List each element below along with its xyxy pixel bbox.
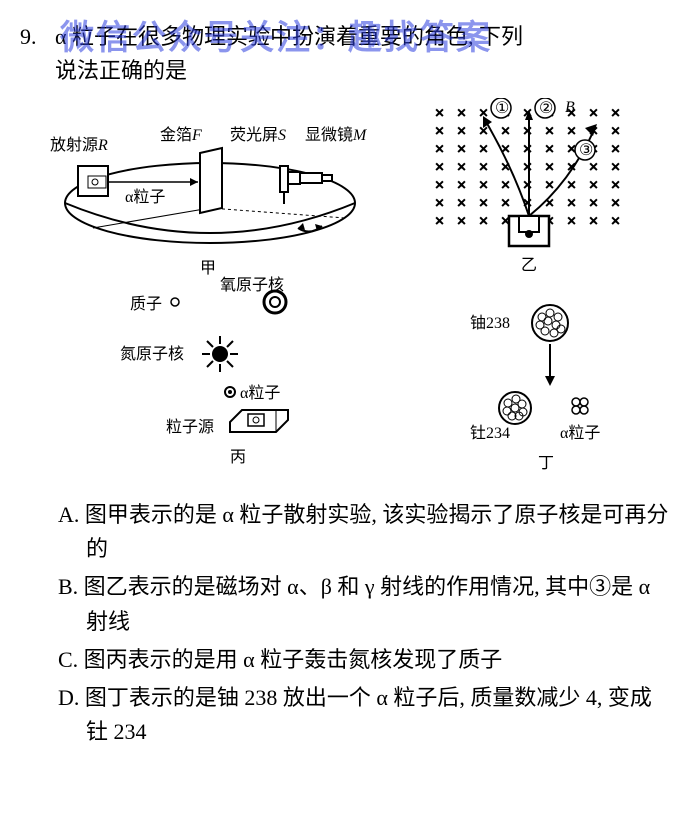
svg-text:丙: 丙 — [230, 449, 246, 466]
svg-text:×: × — [435, 105, 444, 122]
svg-text:×: × — [501, 141, 510, 158]
svg-text:粒子源: 粒子源 — [166, 418, 214, 436]
question-block: 9. 微信公众号关注：趣找答案 α 粒子在很多物理实验中扮演着重要的角色, 下列… — [30, 20, 670, 749]
svg-text:铀238: 铀238 — [470, 314, 510, 332]
svg-text:×: × — [589, 177, 598, 194]
svg-text:荧光屏S: 荧光屏S — [230, 126, 286, 144]
svg-text:氧原子核: 氧原子核 — [220, 276, 284, 294]
svg-text:×: × — [611, 177, 620, 194]
question-number: 9. — [20, 20, 37, 54]
figure-yi: ××××××××× ××××××××× ××××××××× ××××××××× … — [435, 98, 620, 274]
svg-text:×: × — [611, 105, 620, 122]
svg-text:×: × — [501, 195, 510, 212]
svg-text:①: ① — [495, 100, 509, 117]
svg-text:×: × — [589, 195, 598, 212]
svg-text:显微镜M: 显微镜M — [305, 125, 368, 144]
svg-text:×: × — [523, 141, 532, 158]
svg-text:α粒子: α粒子 — [125, 188, 165, 206]
svg-text:×: × — [435, 195, 444, 212]
svg-text:×: × — [589, 213, 598, 230]
svg-text:×: × — [523, 177, 532, 194]
svg-text:×: × — [457, 141, 466, 158]
svg-text:×: × — [435, 177, 444, 194]
svg-text:×: × — [611, 141, 620, 158]
svg-text:×: × — [457, 213, 466, 230]
option-b[interactable]: B. 图乙表示的是磁场对 α、β 和 γ 射线的作用情况, 其中③是 α 射线 — [86, 570, 670, 638]
svg-text:×: × — [545, 123, 554, 140]
svg-text:②: ② — [539, 100, 553, 117]
option-c[interactable]: C. 图丙表示的是用 α 粒子轰击氮核发现了质子 — [86, 643, 670, 677]
svg-text:×: × — [479, 141, 488, 158]
svg-text:×: × — [457, 195, 466, 212]
svg-text:×: × — [435, 213, 444, 230]
svg-text:×: × — [589, 105, 598, 122]
svg-text:×: × — [457, 123, 466, 140]
svg-text:×: × — [479, 159, 488, 176]
svg-text:×: × — [611, 159, 620, 176]
svg-text:×: × — [501, 123, 510, 140]
svg-text:α粒子: α粒子 — [240, 384, 280, 402]
svg-text:×: × — [545, 159, 554, 176]
svg-text:③: ③ — [579, 142, 593, 159]
svg-text:×: × — [545, 177, 554, 194]
svg-text:×: × — [611, 213, 620, 230]
svg-text:×: × — [435, 141, 444, 158]
svg-text:×: × — [457, 159, 466, 176]
svg-text:×: × — [457, 177, 466, 194]
svg-text:α粒子: α粒子 — [560, 424, 600, 442]
svg-text:甲: 甲 — [200, 260, 216, 277]
svg-text:×: × — [501, 177, 510, 194]
svg-text:×: × — [545, 141, 554, 158]
svg-text:钍234: 钍234 — [470, 424, 510, 442]
stem-line-1: α 粒子在很多物理实验中扮演着重要的角色, 下列 — [55, 24, 523, 49]
figure-ding: 铀238 钍234 α粒子 — [470, 305, 600, 472]
figure-jia: 放射源R 金箔F 荧光屏S 显微镜M α粒子 甲 — [50, 125, 368, 277]
svg-text:质子: 质子 — [130, 295, 162, 313]
svg-text:放射源R: 放射源R — [50, 136, 108, 154]
option-a[interactable]: A. 图甲表示的是 α 粒子散射实验, 该实验揭示了原子核是可再分的 — [86, 498, 670, 566]
svg-text:×: × — [479, 177, 488, 194]
svg-text:氮原子核: 氮原子核 — [120, 345, 184, 363]
figure-area: 放射源R 金箔F 荧光屏S 显微镜M α粒子 甲 ××××××××× ×××××… — [40, 98, 670, 488]
question-stem: α 粒子在很多物理实验中扮演着重要的角色, 下列 说法正确的是 — [55, 20, 670, 88]
svg-text:×: × — [457, 105, 466, 122]
svg-text:×: × — [567, 123, 576, 140]
svg-text:×: × — [567, 213, 576, 230]
answer-options: A. 图甲表示的是 α 粒子散射实验, 该实验揭示了原子核是可再分的 B. 图乙… — [58, 498, 670, 749]
physics-diagrams: 放射源R 金箔F 荧光屏S 显微镜M α粒子 甲 ××××××××× ×××××… — [40, 98, 660, 478]
svg-text:×: × — [567, 195, 576, 212]
stem-line-2: 说法正确的是 — [55, 58, 187, 83]
svg-text:B: B — [565, 99, 575, 116]
svg-text:丁: 丁 — [538, 455, 554, 472]
figure-bing: 质子 氧原子核 氮原子核 — [120, 276, 288, 466]
svg-text:×: × — [611, 195, 620, 212]
svg-text:×: × — [479, 195, 488, 212]
svg-text:×: × — [435, 123, 444, 140]
svg-text:×: × — [435, 159, 444, 176]
svg-text:×: × — [523, 123, 532, 140]
svg-text:×: × — [611, 123, 620, 140]
svg-text:乙: 乙 — [521, 257, 537, 274]
svg-text:×: × — [479, 213, 488, 230]
svg-text:×: × — [567, 177, 576, 194]
svg-text:×: × — [523, 159, 532, 176]
option-d[interactable]: D. 图丁表示的是铀 238 放出一个 α 粒子后, 质量数减少 4, 变成钍 … — [86, 681, 670, 749]
svg-text:金箔F: 金箔F — [160, 126, 202, 144]
svg-text:×: × — [589, 159, 598, 176]
